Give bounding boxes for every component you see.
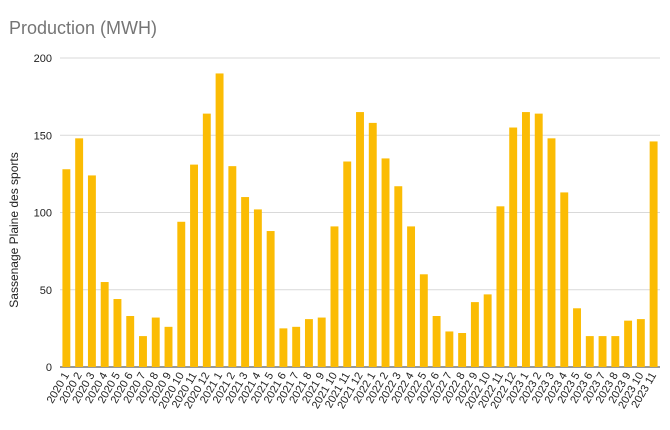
bar [636, 319, 645, 367]
bar [177, 221, 186, 367]
bar [573, 308, 581, 367]
bar [164, 326, 173, 367]
bar [611, 336, 620, 367]
bar [75, 138, 84, 367]
y-tick-label: 0 [46, 362, 52, 374]
bar [368, 122, 377, 367]
y-axis-label: Sassenage Plaine des sports [7, 152, 21, 307]
bar [279, 328, 288, 367]
bar [432, 316, 441, 367]
bar [458, 333, 467, 367]
bar [381, 158, 390, 367]
bar [62, 169, 71, 367]
chart-title: Production (MWH) [9, 18, 158, 38]
bar [126, 316, 135, 367]
bar [139, 336, 147, 367]
bar [292, 326, 301, 367]
bar [228, 166, 237, 367]
bar [598, 336, 607, 367]
bar [585, 336, 594, 367]
bar [330, 226, 339, 367]
bar [560, 192, 569, 367]
bar [624, 320, 633, 367]
bar [317, 317, 326, 367]
bar [100, 282, 109, 367]
bars [62, 73, 658, 368]
bar [241, 197, 250, 367]
y-axis: 0 50 100 150 200 [34, 53, 52, 374]
bar [483, 294, 492, 367]
bar [304, 319, 313, 367]
bar [266, 231, 275, 367]
bar [509, 127, 518, 368]
bar [419, 274, 428, 367]
y-tick-label: 100 [34, 208, 52, 220]
bar [190, 164, 198, 367]
y-tick-label: 200 [34, 53, 52, 65]
bar [151, 317, 160, 367]
bar [547, 138, 556, 367]
y-tick-label: 150 [34, 130, 52, 142]
bar [407, 226, 416, 367]
bar [215, 73, 224, 367]
bar [496, 206, 505, 367]
bar [522, 112, 530, 367]
bar [445, 331, 454, 367]
bar [202, 113, 211, 368]
bar [649, 141, 658, 367]
bar [534, 113, 543, 368]
bar [343, 161, 352, 367]
bar [394, 186, 403, 367]
bar [87, 175, 96, 367]
bar [113, 299, 122, 367]
bar [253, 209, 262, 367]
bar [470, 302, 479, 367]
y-tick-label: 50 [40, 285, 52, 297]
bar [356, 112, 364, 367]
